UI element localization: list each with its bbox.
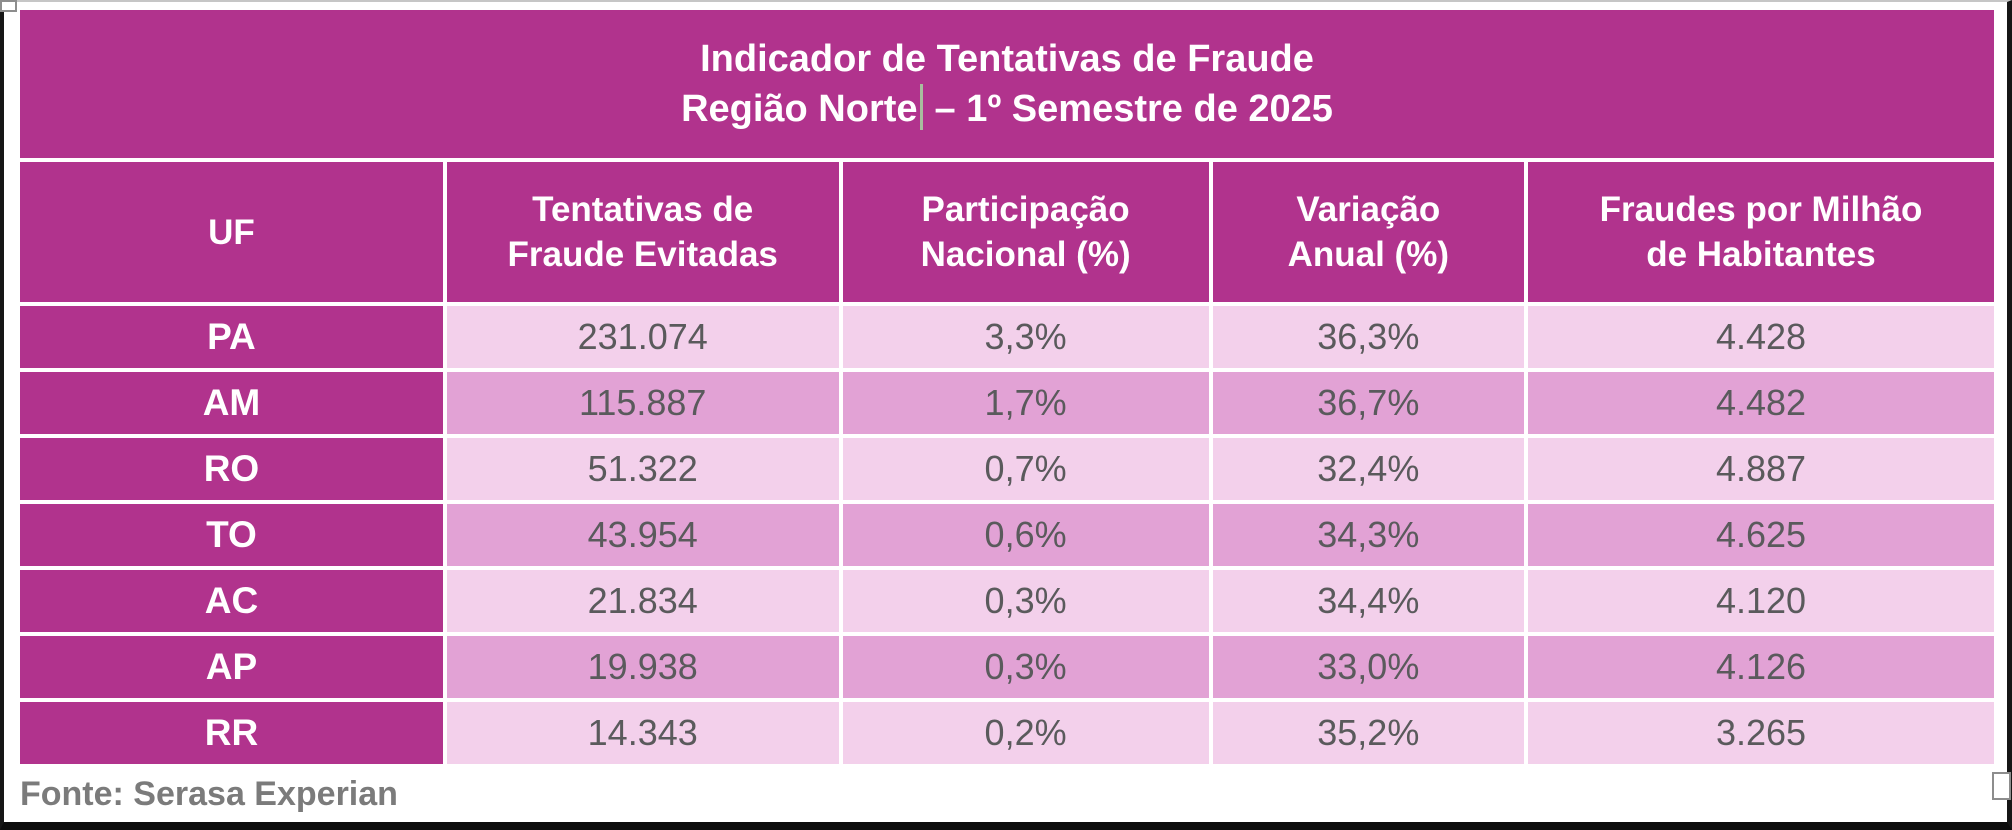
variacao-cell: 34,4%: [1212, 570, 1524, 632]
fraud-indicator-table: Indicador de Tentativas de Fraude Região…: [16, 6, 1998, 768]
fraudes-milhao-cell: 4.887: [1527, 438, 1994, 500]
fraudes-milhao-cell: 4.625: [1527, 504, 1994, 566]
title-period-text: – 1º Semestre de 2025: [934, 87, 1333, 130]
table-row-am: AM 115.887 1,7% 36,7% 4.482: [20, 372, 1994, 434]
fraudes-milhao-cell: 4.120: [1527, 570, 1994, 632]
variacao-cell: 35,2%: [1212, 702, 1524, 764]
tentativas-cell: 231.074: [446, 306, 839, 368]
table-row-ro: RO 51.322 0,7% 32,4% 4.887: [20, 438, 1994, 500]
column-header-fraudes-milhao: Fraudes por Milhão de Habitantes: [1527, 162, 1994, 302]
resize-handle-top-left[interactable]: [0, 0, 17, 12]
uf-cell: TO: [20, 504, 443, 566]
table-row-ac: AC 21.834 0,3% 34,4% 4.120: [20, 570, 1994, 632]
variacao-cell: 32,4%: [1212, 438, 1524, 500]
tentativas-cell: 21.834: [446, 570, 839, 632]
fraudes-milhao-cell: 4.428: [1527, 306, 1994, 368]
title-region-text: Região Norte: [681, 87, 918, 130]
column-header-uf: UF: [20, 162, 443, 302]
participacao-cell: 3,3%: [842, 306, 1209, 368]
uf-cell: RR: [20, 702, 443, 764]
table-row-to: TO 43.954 0,6% 34,3% 4.625: [20, 504, 1994, 566]
variacao-cell: 33,0%: [1212, 636, 1524, 698]
variacao-cell: 36,7%: [1212, 372, 1524, 434]
column-header-variacao: Variação Anual (%): [1212, 162, 1524, 302]
source-label: Fonte: Serasa Experian: [20, 775, 398, 813]
tentativas-cell: 51.322: [446, 438, 839, 500]
variacao-cell: 34,3%: [1212, 504, 1524, 566]
participacao-cell: 0,2%: [842, 702, 1209, 764]
resize-handle-bottom-right[interactable]: [1992, 772, 2011, 800]
variacao-cell: 36,3%: [1212, 306, 1524, 368]
fraudes-milhao-cell: 3.265: [1527, 702, 1994, 764]
fraudes-milhao-cell: 4.482: [1527, 372, 1994, 434]
participacao-cell: 0,3%: [842, 570, 1209, 632]
table-title[interactable]: Indicador de Tentativas de Fraude Região…: [20, 10, 1994, 158]
tentativas-cell: 115.887: [446, 372, 839, 434]
tentativas-cell: 19.938: [446, 636, 839, 698]
table-row-pa: PA 231.074 3,3% 36,3% 4.428: [20, 306, 1994, 368]
tentativas-cell: 43.954: [446, 504, 839, 566]
table-title-line1: Indicador de Tentativas de Fraude: [700, 37, 1314, 80]
tentativas-cell: 14.343: [446, 702, 839, 764]
column-header-participacao: Participação Nacional (%): [842, 162, 1209, 302]
text-caret: [919, 83, 923, 130]
participacao-cell: 0,7%: [842, 438, 1209, 500]
uf-cell: RO: [20, 438, 443, 500]
table-title-line2: Região Norte – 1º Semestre de 2025: [20, 83, 1994, 134]
uf-cell: AP: [20, 636, 443, 698]
table-row-ap: AP 19.938 0,3% 33,0% 4.126: [20, 636, 1994, 698]
participacao-cell: 0,3%: [842, 636, 1209, 698]
participacao-cell: 1,7%: [842, 372, 1209, 434]
uf-cell: PA: [20, 306, 443, 368]
column-header-tentativas: Tentativas de Fraude Evitadas: [446, 162, 839, 302]
participacao-cell: 0,6%: [842, 504, 1209, 566]
uf-cell: AM: [20, 372, 443, 434]
fraudes-milhao-cell: 4.126: [1527, 636, 1994, 698]
header-row: UF Tentativas de Fraude Evitadas Partici…: [20, 162, 1994, 302]
uf-cell: AC: [20, 570, 443, 632]
table-row-rr: RR 14.343 0,2% 35,2% 3.265: [20, 702, 1994, 764]
